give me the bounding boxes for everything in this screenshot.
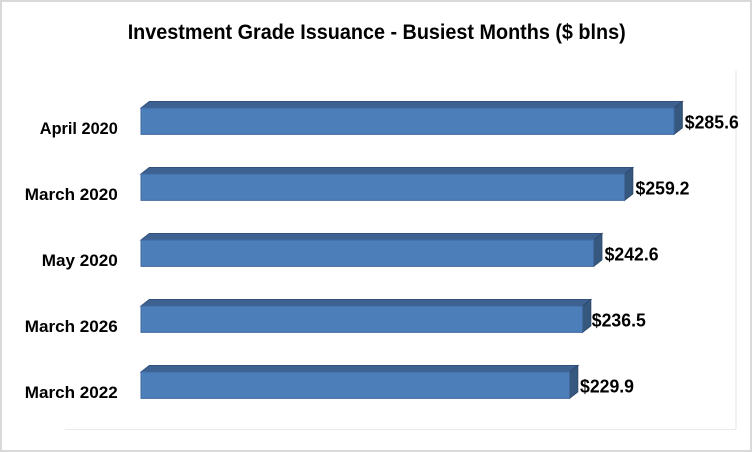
svg-text:$285.6: $285.6 bbox=[685, 112, 739, 132]
svg-text:March 2020: March 2020 bbox=[25, 185, 118, 204]
svg-text:March 2026: March 2026 bbox=[25, 317, 118, 336]
svg-text:March 2022: March 2022 bbox=[25, 383, 118, 402]
svg-text:Investment Grade Issuance - Bu: Investment Grade Issuance - Busiest Mont… bbox=[128, 21, 626, 44]
svg-text:$242.6: $242.6 bbox=[605, 244, 659, 264]
svg-text:May 2020: May 2020 bbox=[42, 251, 118, 270]
svg-text:April 2020: April 2020 bbox=[40, 119, 118, 138]
svg-text:$229.9: $229.9 bbox=[580, 376, 634, 396]
svg-text:$259.2: $259.2 bbox=[636, 178, 690, 198]
svg-text:$236.5: $236.5 bbox=[592, 310, 646, 330]
